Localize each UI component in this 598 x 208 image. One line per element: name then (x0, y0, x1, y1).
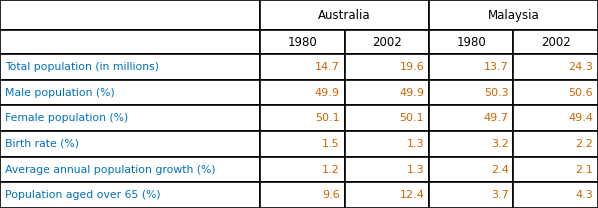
Bar (0, 80, 260, 105)
Text: 2.2: 2.2 (575, 139, 593, 149)
Text: 9.6: 9.6 (322, 190, 340, 200)
Text: 50.1: 50.1 (399, 113, 424, 123)
Text: 3.2: 3.2 (491, 139, 509, 149)
Text: 3.7: 3.7 (491, 190, 509, 200)
Text: 49.4: 49.4 (568, 113, 593, 123)
Bar (260, 182, 344, 208)
Bar (429, 0, 598, 30)
Text: 13.7: 13.7 (484, 62, 509, 72)
Text: Population aged over 65 (%): Population aged over 65 (%) (5, 190, 160, 200)
Bar (260, 0, 429, 30)
Bar (260, 157, 344, 182)
Bar (514, 80, 598, 105)
Text: 24.3: 24.3 (568, 62, 593, 72)
Text: Male population (%): Male population (%) (5, 88, 115, 98)
Bar (0, 131, 260, 157)
Text: 50.1: 50.1 (315, 113, 340, 123)
Text: 1.3: 1.3 (407, 165, 424, 175)
Text: 2.4: 2.4 (491, 165, 509, 175)
Bar (429, 30, 514, 54)
Text: 2.1: 2.1 (575, 165, 593, 175)
Bar (429, 157, 514, 182)
Bar (344, 131, 429, 157)
Bar (260, 30, 344, 54)
Text: Total population (in millions): Total population (in millions) (5, 62, 159, 72)
Bar (260, 131, 344, 157)
Bar (429, 105, 514, 131)
Text: 4.3: 4.3 (575, 190, 593, 200)
Bar (0, 30, 260, 54)
Bar (260, 105, 344, 131)
Bar (0, 54, 260, 80)
Text: 49.7: 49.7 (484, 113, 509, 123)
Text: Malaysia: Malaysia (487, 9, 539, 22)
Bar (260, 54, 344, 80)
Text: 2002: 2002 (541, 36, 570, 49)
Bar (0, 182, 260, 208)
Bar (0, 157, 260, 182)
Bar (429, 131, 514, 157)
Text: 1.5: 1.5 (322, 139, 340, 149)
Text: 2002: 2002 (372, 36, 402, 49)
Bar (514, 182, 598, 208)
Bar (429, 182, 514, 208)
Text: 49.9: 49.9 (399, 88, 424, 98)
Text: 50.6: 50.6 (569, 88, 593, 98)
Bar (514, 30, 598, 54)
Bar (514, 131, 598, 157)
Bar (514, 54, 598, 80)
Bar (344, 105, 429, 131)
Bar (260, 80, 344, 105)
Bar (344, 157, 429, 182)
Text: 14.7: 14.7 (315, 62, 340, 72)
Text: 1980: 1980 (288, 36, 317, 49)
Text: 1.2: 1.2 (322, 165, 340, 175)
Bar (344, 182, 429, 208)
Text: 49.9: 49.9 (315, 88, 340, 98)
Text: Australia: Australia (318, 9, 371, 22)
Text: 12.4: 12.4 (399, 190, 424, 200)
Bar (344, 80, 429, 105)
Bar (344, 54, 429, 80)
Bar (344, 30, 429, 54)
Text: 1.3: 1.3 (407, 139, 424, 149)
Bar (0, 105, 260, 131)
Text: 19.6: 19.6 (399, 62, 424, 72)
Bar (514, 105, 598, 131)
Bar (0, 0, 260, 30)
Text: Female population (%): Female population (%) (5, 113, 128, 123)
Text: 1980: 1980 (456, 36, 486, 49)
Bar (429, 80, 514, 105)
Text: 50.3: 50.3 (484, 88, 509, 98)
Bar (429, 54, 514, 80)
Text: Birth rate (%): Birth rate (%) (5, 139, 79, 149)
Bar (514, 157, 598, 182)
Text: Average annual population growth (%): Average annual population growth (%) (5, 165, 215, 175)
